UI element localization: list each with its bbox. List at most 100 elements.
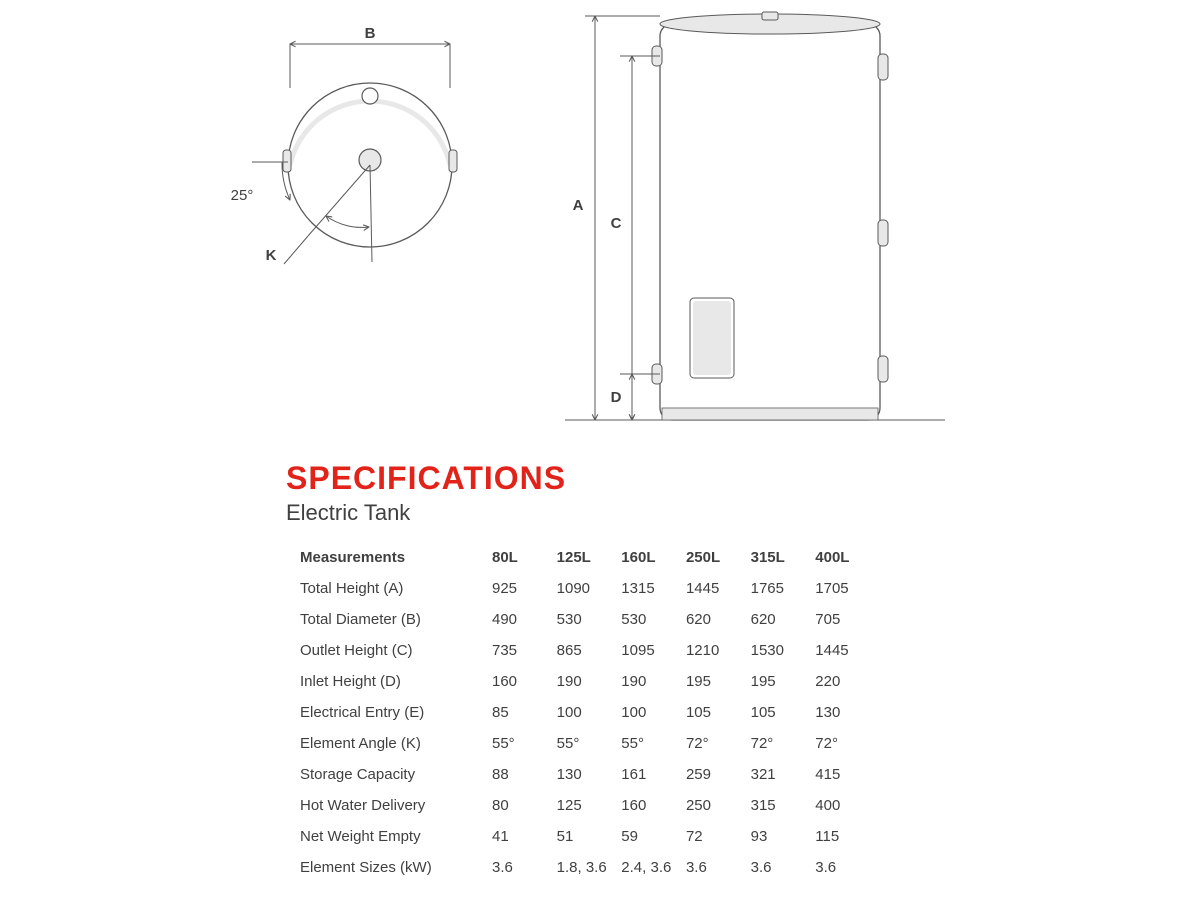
table-cell: 80: [488, 790, 553, 821]
table-cell: 1705: [811, 573, 876, 604]
table-cell: 55°: [617, 728, 682, 759]
table-cell: 41: [488, 821, 553, 852]
table-cell: 105: [682, 697, 747, 728]
table-cell: 105: [747, 697, 812, 728]
table-cell: 1530: [747, 635, 812, 666]
table-cell: 190: [617, 666, 682, 697]
table-cell: 530: [617, 604, 682, 635]
side-view: A C D: [565, 12, 945, 420]
table-cell: 415: [811, 759, 876, 790]
table-cell: 160: [617, 790, 682, 821]
table-header-col: 125L: [553, 542, 618, 573]
table-row: Storage Capacity88130161259321415: [296, 759, 876, 790]
table-cell: 490: [488, 604, 553, 635]
specifications-title: SPECIFICATIONS: [286, 460, 566, 497]
table-header-col: 80L: [488, 542, 553, 573]
table-cell: 161: [617, 759, 682, 790]
table-row-label: Total Height (A): [296, 573, 488, 604]
table-row: Inlet Height (D)160190190195195220: [296, 666, 876, 697]
table-cell: 865: [553, 635, 618, 666]
table-cell: 1090: [553, 573, 618, 604]
table-cell: 3.6: [811, 852, 876, 883]
table-header-col: 160L: [617, 542, 682, 573]
table-cell: 1445: [682, 573, 747, 604]
table-cell: 93: [747, 821, 812, 852]
table-cell: 1315: [617, 573, 682, 604]
table-cell: 1210: [682, 635, 747, 666]
table-row: Net Weight Empty4151597293115: [296, 821, 876, 852]
table-row: Element Sizes (kW)3.61.8, 3.62.4, 3.63.6…: [296, 852, 876, 883]
table-row-label: Electrical Entry (E): [296, 697, 488, 728]
table-row-label: Total Diameter (B): [296, 604, 488, 635]
table-cell: 530: [553, 604, 618, 635]
table-row-label: Storage Capacity: [296, 759, 488, 790]
table-cell: 1.8, 3.6: [553, 852, 618, 883]
table-row: Total Height (A)92510901315144517651705: [296, 573, 876, 604]
table-cell: 72: [682, 821, 747, 852]
table-cell: 195: [747, 666, 812, 697]
table-cell: 115: [811, 821, 876, 852]
top-view: B 25° K: [231, 25, 457, 264]
table-cell: 160: [488, 666, 553, 697]
table-row-label: Element Angle (K): [296, 728, 488, 759]
table-cell: 705: [811, 604, 876, 635]
table-header-row: Measurements80L125L160L250L315L400L: [296, 542, 876, 573]
table-cell: 130: [811, 697, 876, 728]
table-cell: 315: [747, 790, 812, 821]
table-row-label: Hot Water Delivery: [296, 790, 488, 821]
table-header-col: 250L: [682, 542, 747, 573]
table-cell: 100: [553, 697, 618, 728]
table-row: Hot Water Delivery80125160250315400: [296, 790, 876, 821]
table-row-label: Outlet Height (C): [296, 635, 488, 666]
table-cell: 400: [811, 790, 876, 821]
table-cell: 59: [617, 821, 682, 852]
table-cell: 1445: [811, 635, 876, 666]
dim-label-d: D: [611, 389, 622, 406]
specifications-table: Measurements80L125L160L250L315L400L Tota…: [296, 542, 876, 883]
table-cell: 100: [617, 697, 682, 728]
table-cell: 125: [553, 790, 618, 821]
table-cell: 3.6: [488, 852, 553, 883]
spec-diagram-svg: B 25° K: [0, 0, 1200, 440]
table-cell: 55°: [488, 728, 553, 759]
table-row-label: Element Sizes (kW): [296, 852, 488, 883]
angle-25-label: 25°: [231, 187, 254, 204]
table-cell: 321: [747, 759, 812, 790]
table-cell: 190: [553, 666, 618, 697]
table-row: Outlet Height (C)7358651095121015301445: [296, 635, 876, 666]
table-cell: 1765: [747, 573, 812, 604]
table-header-measurements: Measurements: [296, 542, 488, 573]
specifications-subtitle: Electric Tank: [286, 500, 410, 526]
table-cell: 85: [488, 697, 553, 728]
table-row-label: Net Weight Empty: [296, 821, 488, 852]
table-cell: 3.6: [682, 852, 747, 883]
table-cell: 620: [747, 604, 812, 635]
dim-label-c: C: [611, 215, 622, 232]
table-cell: 72°: [811, 728, 876, 759]
dim-label-b: B: [365, 25, 376, 42]
table-cell: 735: [488, 635, 553, 666]
table-cell: 72°: [682, 728, 747, 759]
table-cell: 72°: [747, 728, 812, 759]
table-cell: 88: [488, 759, 553, 790]
table-cell: 620: [682, 604, 747, 635]
table-row-label: Inlet Height (D): [296, 666, 488, 697]
table-header-col: 400L: [811, 542, 876, 573]
table-cell: 195: [682, 666, 747, 697]
table-cell: 55°: [553, 728, 618, 759]
table-row: Element Angle (K)55°55°55°72°72°72°: [296, 728, 876, 759]
table-cell: 1095: [617, 635, 682, 666]
table-cell: 3.6: [747, 852, 812, 883]
dim-label-k: K: [266, 247, 277, 264]
table-cell: 250: [682, 790, 747, 821]
table-cell: 220: [811, 666, 876, 697]
table-cell: 130: [553, 759, 618, 790]
spec-sheet-page: B 25° K: [0, 0, 1200, 900]
table-cell: 51: [553, 821, 618, 852]
diagram-area: B 25° K: [0, 0, 1200, 430]
table-cell: 259: [682, 759, 747, 790]
table-cell: 2.4, 3.6: [617, 852, 682, 883]
table-header-col: 315L: [747, 542, 812, 573]
table-row: Total Diameter (B)490530530620620705: [296, 604, 876, 635]
dim-label-a: A: [573, 197, 584, 214]
